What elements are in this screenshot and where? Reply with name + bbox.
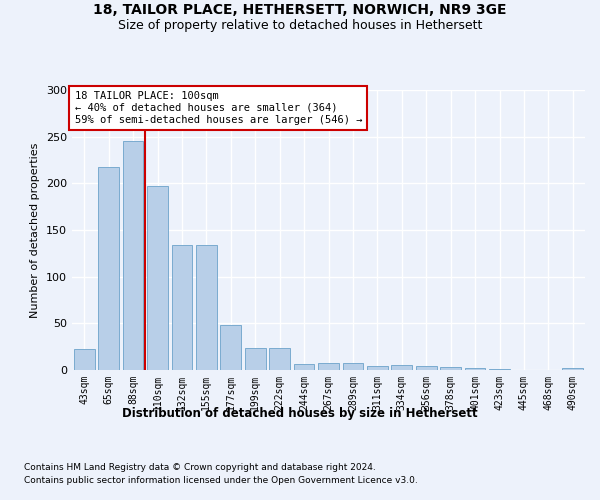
Text: Contains public sector information licensed under the Open Government Licence v3: Contains public sector information licen… [24, 476, 418, 485]
Text: 18 TAILOR PLACE: 100sqm
← 40% of detached houses are smaller (364)
59% of semi-d: 18 TAILOR PLACE: 100sqm ← 40% of detache… [74, 92, 362, 124]
Bar [440, 367, 461, 370]
Bar [269, 348, 290, 370]
Text: Size of property relative to detached houses in Hethersett: Size of property relative to detached ho… [118, 18, 482, 32]
Bar [196, 245, 217, 370]
Bar [245, 348, 266, 370]
Text: Contains HM Land Registry data © Crown copyright and database right 2024.: Contains HM Land Registry data © Crown c… [24, 462, 376, 471]
Bar [122, 142, 143, 370]
Bar [293, 364, 314, 370]
Bar [489, 369, 510, 370]
Bar [98, 166, 119, 370]
Bar [367, 366, 388, 370]
Bar [74, 348, 95, 370]
Bar [464, 368, 485, 370]
Bar [416, 366, 437, 370]
Bar [318, 364, 339, 370]
Bar [147, 186, 168, 370]
Bar [172, 245, 193, 370]
Text: Distribution of detached houses by size in Hethersett: Distribution of detached houses by size … [122, 408, 478, 420]
Bar [562, 368, 583, 370]
Y-axis label: Number of detached properties: Number of detached properties [31, 142, 40, 318]
Text: 18, TAILOR PLACE, HETHERSETT, NORWICH, NR9 3GE: 18, TAILOR PLACE, HETHERSETT, NORWICH, N… [93, 2, 507, 16]
Bar [220, 325, 241, 370]
Bar [391, 366, 412, 370]
Bar [343, 364, 364, 370]
